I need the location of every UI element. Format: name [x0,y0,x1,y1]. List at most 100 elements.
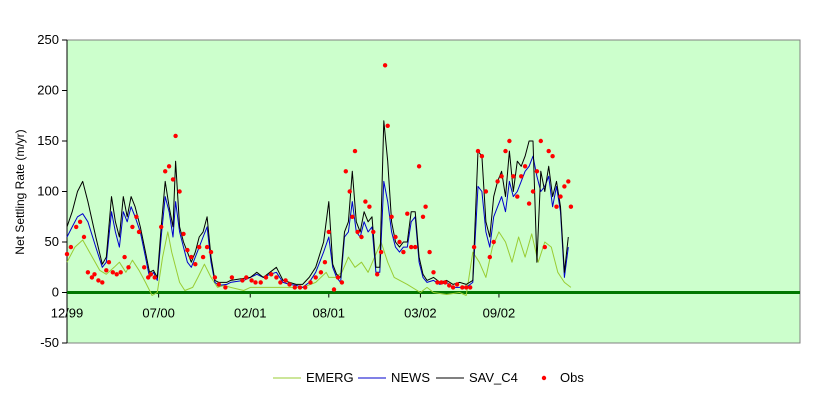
obs-point [229,275,235,280]
obs-point [189,254,194,260]
obs-point [450,285,456,290]
y-tick-label: 100 [37,184,59,199]
obs-point [378,249,384,255]
y-tick-label: -50 [40,335,59,350]
obs-point [352,148,358,154]
obs-point [181,231,186,237]
observation-points [64,63,574,292]
y-tick-label: 150 [37,133,59,148]
obs-point [568,204,574,209]
obs-point [163,169,168,174]
obs-point [204,244,210,250]
obs-point [326,229,331,235]
obs-point [355,229,360,235]
obs-point [81,234,87,240]
obs-point [347,189,352,194]
obs-point [318,270,324,275]
obs-point [542,244,547,250]
obs-point [558,194,563,199]
obs-point [479,154,485,159]
obs-point [375,272,380,277]
series-line-news [66,155,569,288]
obs-point [385,123,390,128]
obs-point [363,199,368,204]
obs-point [64,251,70,257]
x-tick-label: 03/02 [404,306,437,321]
obs-point [534,169,540,174]
obs-point [350,214,355,219]
obs-point [258,280,263,285]
obs-point [447,283,452,288]
obs-point [499,174,504,179]
obs-point [142,265,147,270]
obs-point [389,214,394,219]
obs-point [297,285,303,290]
obs-point [562,184,567,189]
y-tick-label: 50 [45,234,59,249]
obs-point [173,133,178,139]
legend-label-obs: Obs [560,370,584,385]
obs-point [393,234,398,240]
obs-point [96,278,101,283]
obs-point [148,272,153,277]
obs-point [331,287,337,292]
obs-point [110,270,116,275]
obs-point [244,275,249,280]
x-tick-label: 08/01 [313,306,346,321]
obs-point [287,282,292,287]
obs-point [197,244,202,250]
obs-point [566,179,571,184]
obs-point [423,204,428,209]
obs-point [170,177,176,182]
obs-point [77,219,83,224]
x-tick-label: 07/00 [142,306,175,321]
obs-point [515,194,520,199]
obs-point [460,285,465,290]
obs-point [274,275,279,280]
obs-point [522,164,528,169]
obs-point [550,154,555,159]
obs-point [371,229,376,235]
obs-point [483,189,489,194]
obs-point [303,285,308,290]
obs-point [216,282,221,287]
obs-point [193,262,198,267]
obs-point [134,214,139,219]
obs-point [495,179,500,184]
obs-point [114,272,119,277]
obs-point [538,138,543,144]
obs-point [507,138,512,144]
obs-point [223,285,228,290]
obs-point [104,268,109,273]
obs-point [427,249,432,255]
x-tick-label: 09/02 [483,306,516,321]
obs-point [439,280,444,285]
legend-swatch-obs [541,375,547,381]
obs-point [118,270,123,275]
obs-point [126,265,131,270]
obs-point [468,285,473,290]
obs-point [322,260,328,265]
y-axis: -50 0 50 100 150 200 250 [37,32,68,350]
y-tick-label: 250 [37,32,59,47]
x-tick-label: 02/01 [234,306,267,321]
obs-point [443,280,448,285]
x-axis: 12/99 07/00 02/01 08/01 03/02 09/02 [51,292,516,321]
obs-point [308,280,313,285]
y-axis-title: Net Settling Rate (m/yr) [13,129,27,254]
obs-point [283,278,288,283]
obs-point [68,244,74,250]
obs-point [335,275,341,280]
obs-point [382,63,388,68]
obs-point [106,260,112,265]
obs-point [92,272,97,277]
obs-point [420,214,426,219]
obs-point [491,239,496,245]
obs-point [100,280,105,285]
obs-point [159,224,164,230]
obs-point [475,148,481,154]
obs-point [519,174,524,179]
obs-point [292,285,297,290]
obs-point [89,275,95,280]
